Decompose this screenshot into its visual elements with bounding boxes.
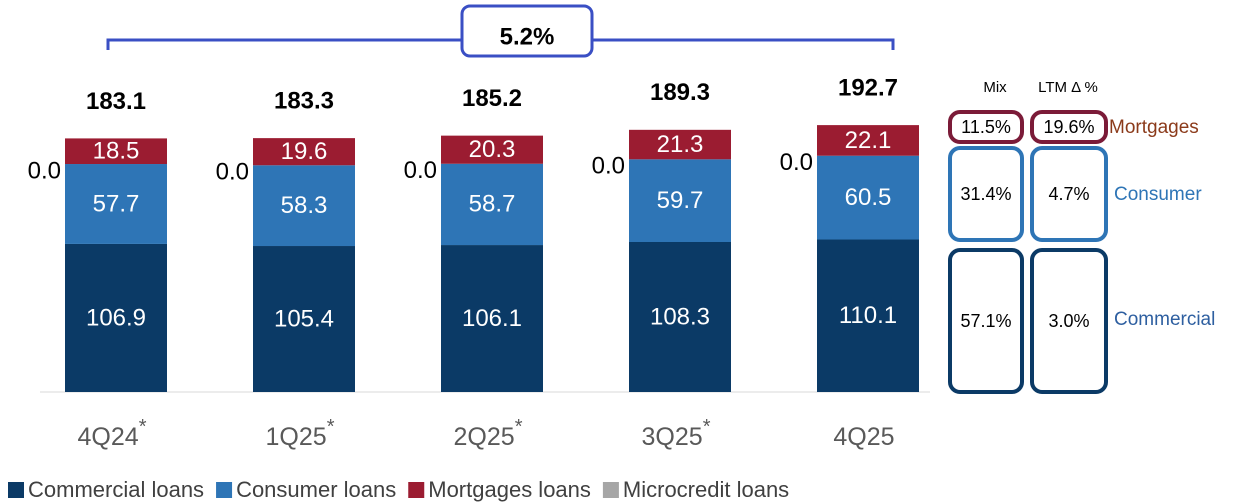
bar-segment — [253, 165, 355, 247]
table-cell — [948, 110, 1024, 144]
value-label: 59.7 — [657, 187, 704, 214]
value-label: 108.3 — [650, 303, 710, 330]
value-label: 20.3 — [469, 136, 516, 163]
legend-swatch — [602, 482, 619, 498]
row-label: Mortgages — [1109, 117, 1199, 138]
value-label: 18.5 — [93, 138, 140, 165]
value-label: 58.3 — [281, 192, 328, 219]
category-mark: * — [139, 416, 147, 438]
bar-segment — [441, 135, 543, 164]
table-cell — [1030, 110, 1108, 144]
value-label: 57.7 — [93, 190, 140, 217]
bar-segment — [629, 242, 731, 392]
table-cell — [948, 248, 1024, 394]
table-cell — [948, 146, 1024, 242]
legend-label: Commercial loans — [28, 477, 204, 502]
bar-segment — [629, 129, 731, 160]
x-tick-label: 4Q24* — [78, 416, 147, 450]
category-name: 4Q24 — [78, 423, 139, 451]
table-cell — [1030, 248, 1108, 394]
x-tick-label: 2Q25* — [454, 416, 523, 450]
growth-bracket — [106, 38, 895, 50]
x-tick-label: 1Q25* — [266, 416, 335, 450]
bar-segment — [441, 163, 543, 246]
value-label: 105.4 — [274, 305, 334, 332]
value-label: 0.0 — [780, 149, 813, 176]
category-name: 2Q25 — [454, 423, 515, 451]
value-label: 60.5 — [845, 184, 892, 211]
bar-segment — [817, 155, 919, 240]
mix-value: 31.4% — [960, 184, 1011, 204]
ltm-value: 3.0% — [1048, 311, 1089, 331]
bar-segment — [441, 245, 543, 392]
legend-swatch — [216, 482, 233, 498]
legend-label: Mortgages loans — [428, 477, 591, 502]
category-name: 3Q25 — [642, 423, 703, 451]
value-label: 0.0 — [28, 157, 61, 184]
category-name: 4Q25 — [833, 423, 894, 451]
value-label: 106.9 — [86, 304, 146, 331]
ltm-value: 4.7% — [1048, 184, 1089, 204]
bar-segment — [65, 138, 167, 165]
bar-segment — [65, 164, 167, 244]
total-label: 185.2 — [462, 85, 522, 112]
category-mark: * — [327, 416, 335, 438]
bar-segment — [817, 125, 919, 156]
value-label: 0.0 — [592, 153, 625, 180]
legend-swatch — [8, 482, 24, 498]
mix-value: 11.5% — [961, 117, 1011, 137]
category-mark: * — [515, 416, 523, 438]
x-tick-label: 4Q25 — [833, 423, 894, 451]
growth-label: 5.2% — [500, 23, 555, 50]
value-label: 21.3 — [657, 131, 704, 158]
value-label: 110.1 — [839, 302, 897, 329]
value-label: 19.6 — [281, 138, 328, 165]
table-header: LTM Δ % — [1038, 79, 1098, 96]
table-cell — [1030, 146, 1108, 242]
growth-box — [460, 4, 594, 58]
table-header: Mix — [983, 79, 1007, 96]
legend-label: Consumer loans — [236, 477, 396, 502]
value-label: 22.1 — [845, 127, 892, 154]
mix-value: 57.1% — [960, 311, 1011, 331]
row-label: Consumer — [1114, 184, 1202, 205]
category-name: 1Q25 — [266, 423, 327, 451]
bar-segment — [629, 159, 731, 243]
total-label: 192.7 — [838, 74, 898, 101]
bar-segment — [817, 239, 919, 392]
value-label: 106.1 — [462, 305, 522, 332]
x-tick-label: 3Q25* — [642, 416, 711, 450]
total-label: 183.3 — [274, 87, 334, 114]
legend-swatch — [408, 482, 425, 498]
total-label: 183.1 — [86, 88, 146, 115]
value-label: 0.0 — [216, 159, 249, 186]
value-label: 58.7 — [469, 191, 516, 218]
bar-segment — [253, 138, 355, 166]
bar-segment — [253, 246, 355, 392]
row-label: Commercial — [1114, 309, 1215, 330]
value-label: 0.0 — [404, 157, 437, 184]
legend-label: Microcredit loans — [623, 477, 789, 502]
ltm-value: 19.6% — [1043, 117, 1094, 137]
category-mark: * — [703, 416, 711, 438]
bar-segment — [65, 243, 167, 392]
total-label: 189.3 — [650, 79, 710, 106]
